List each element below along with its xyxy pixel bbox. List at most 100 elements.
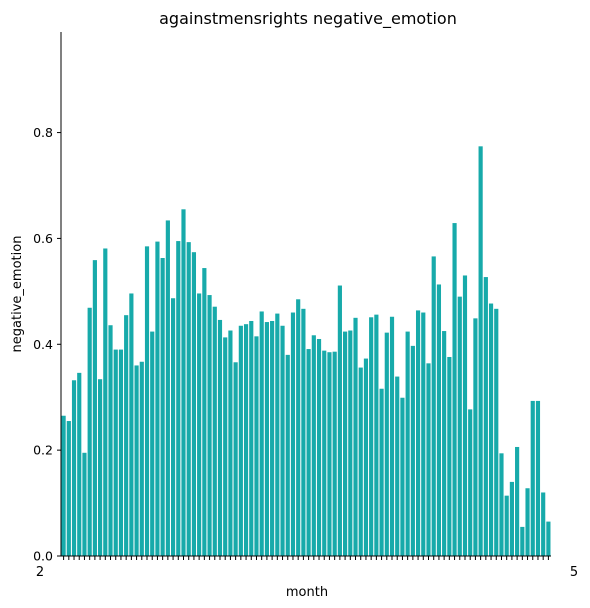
bar xyxy=(374,314,379,556)
bar xyxy=(254,336,259,556)
bar xyxy=(405,331,410,556)
bar xyxy=(306,349,311,556)
bar xyxy=(290,312,296,556)
bar xyxy=(520,526,525,556)
bar xyxy=(129,293,134,556)
bar xyxy=(197,293,202,556)
bar xyxy=(243,324,249,556)
bar xyxy=(316,338,322,556)
bar xyxy=(431,256,436,556)
bar xyxy=(108,325,113,556)
bar xyxy=(186,242,191,556)
bar xyxy=(473,318,478,556)
bar xyxy=(322,350,327,556)
y-tick-label: 0.2 xyxy=(33,443,53,458)
bar xyxy=(181,209,186,556)
last-x-tick-label: 5 xyxy=(570,565,578,580)
bar xyxy=(264,322,269,556)
y-axis-label: negative_emotion xyxy=(10,236,25,353)
bar xyxy=(144,246,150,557)
bar xyxy=(541,492,546,556)
bar xyxy=(82,452,87,556)
bar xyxy=(499,453,504,556)
bar xyxy=(118,349,124,556)
bar xyxy=(259,311,264,556)
bar xyxy=(165,220,170,556)
bar xyxy=(343,331,348,556)
bar xyxy=(400,397,405,556)
bar xyxy=(509,481,514,556)
bar xyxy=(275,313,280,556)
bar xyxy=(150,331,155,556)
bar xyxy=(525,488,530,556)
y-tick-label: 0.6 xyxy=(33,231,53,246)
bar xyxy=(170,298,176,556)
bar xyxy=(327,352,332,556)
bar xyxy=(457,296,462,556)
bar xyxy=(113,349,118,556)
bar xyxy=(92,260,97,556)
bar xyxy=(66,421,71,556)
bar xyxy=(134,365,139,556)
x-axis-label: month xyxy=(286,585,328,600)
bar xyxy=(238,325,243,556)
bar xyxy=(478,146,483,556)
bar xyxy=(447,356,452,556)
chart-title: againstmensrights negative_emotion xyxy=(159,9,457,29)
bar xyxy=(249,320,254,556)
bar xyxy=(494,308,499,556)
bar xyxy=(395,376,400,556)
bar xyxy=(296,299,301,556)
bar xyxy=(71,380,77,556)
bar xyxy=(436,284,442,556)
bar xyxy=(358,367,363,556)
bar xyxy=(124,315,129,556)
bars-group xyxy=(61,146,551,557)
bar xyxy=(363,358,369,556)
bar xyxy=(160,258,165,556)
bar xyxy=(415,310,421,556)
bar xyxy=(223,337,228,556)
bar xyxy=(311,335,316,556)
bar xyxy=(348,330,353,556)
bar xyxy=(77,372,82,556)
bar xyxy=(61,415,66,556)
bar xyxy=(301,308,306,556)
bar xyxy=(468,409,473,556)
bar xyxy=(369,317,374,556)
bar xyxy=(207,295,212,556)
bar xyxy=(176,241,181,556)
y-tick-label: 0.8 xyxy=(33,125,53,140)
y-tick-label: 0.4 xyxy=(33,337,53,352)
bar xyxy=(488,303,494,556)
bar xyxy=(285,354,290,556)
y-tick-label: 0.0 xyxy=(33,549,53,564)
first-x-tick-label: 2 xyxy=(36,565,44,580)
bar xyxy=(217,319,223,556)
bar xyxy=(212,306,217,556)
bar xyxy=(421,312,426,556)
bar xyxy=(98,379,103,556)
y-axis-ticks: 0.0 0.2 0.4 0.6 0.8 xyxy=(33,125,61,564)
bar xyxy=(384,332,389,556)
bar xyxy=(379,388,384,556)
bar xyxy=(155,241,160,556)
bar xyxy=(483,277,488,556)
bar xyxy=(452,223,457,556)
bar xyxy=(530,400,535,556)
bar xyxy=(389,316,395,556)
bar xyxy=(410,345,415,556)
bar xyxy=(233,362,238,556)
bar xyxy=(442,331,447,556)
bar xyxy=(535,400,541,556)
bar xyxy=(191,252,197,556)
bar xyxy=(202,268,207,556)
bar xyxy=(139,361,144,556)
bar xyxy=(87,307,92,556)
bar xyxy=(280,325,285,556)
bar xyxy=(103,248,108,557)
bar xyxy=(353,317,358,556)
bar xyxy=(515,446,520,556)
bar xyxy=(228,330,233,556)
